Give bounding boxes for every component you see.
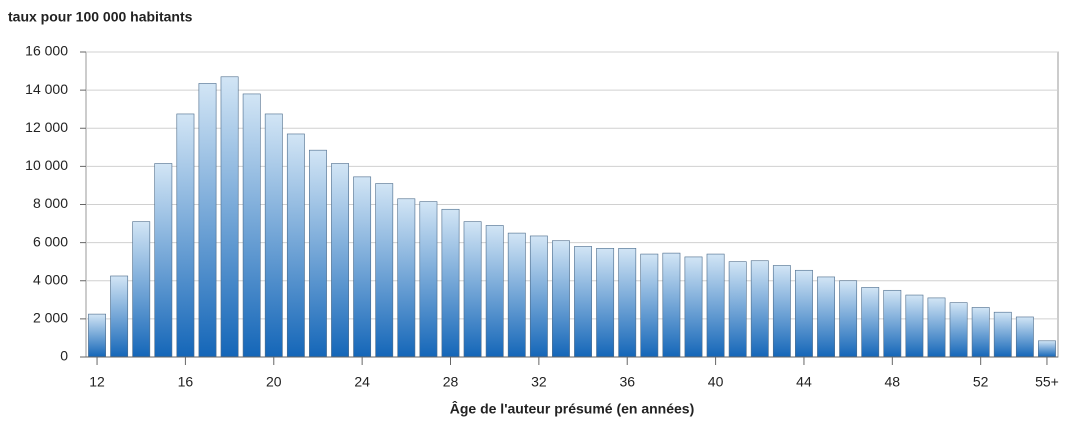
bar [706, 253, 725, 358]
x-tick-label: 40 [708, 374, 724, 390]
bar [618, 248, 637, 358]
chart-title: taux pour 100 000 habitants [8, 9, 193, 25]
bar [883, 289, 902, 358]
bar [286, 133, 305, 358]
bar [1015, 316, 1034, 358]
y-tick-label: 10 000 [25, 157, 68, 173]
bar [772, 265, 791, 358]
x-tick-label: 32 [531, 374, 547, 390]
bar [264, 113, 283, 358]
x-tick-label: 28 [443, 374, 459, 390]
bar [529, 235, 548, 358]
y-tick-label: 0 [60, 348, 68, 364]
bar [242, 93, 261, 358]
x-axis-label: Âge de l'auteur présumé (en années) [450, 400, 695, 417]
x-tick-label: 12 [89, 374, 105, 390]
bar [375, 183, 394, 358]
bar [463, 221, 482, 358]
y-tick-label: 4 000 [33, 271, 68, 287]
bar [861, 287, 880, 358]
bar [927, 297, 946, 358]
x-tick-label: 55+ [1035, 374, 1059, 390]
y-tick-label: 2 000 [33, 310, 68, 326]
bar [220, 76, 239, 358]
x-tick-label: 36 [619, 374, 635, 390]
x-tick-label: 20 [266, 374, 282, 390]
bar [993, 311, 1012, 358]
bar [485, 225, 504, 358]
bar [640, 253, 659, 358]
bar [662, 252, 681, 358]
bar [88, 313, 106, 358]
bar [419, 201, 438, 358]
x-tick-label: 52 [973, 374, 989, 390]
bar [1038, 340, 1056, 358]
y-tick-label: 12 000 [25, 119, 68, 135]
bar [596, 248, 615, 358]
x-tick-label: 48 [885, 374, 901, 390]
bar [684, 256, 703, 358]
bar [817, 276, 835, 358]
bar [574, 246, 592, 358]
y-tick-label: 14 000 [25, 81, 68, 97]
x-tick-label: 24 [354, 374, 370, 390]
bar [750, 260, 769, 358]
y-tick-label: 16 000 [25, 43, 68, 59]
bar [949, 302, 968, 358]
bar [176, 113, 195, 358]
bar [971, 307, 990, 358]
bar [309, 149, 327, 358]
bar [132, 221, 151, 358]
bar [331, 163, 349, 358]
y-tick-label: 8 000 [33, 195, 68, 211]
bar [441, 208, 460, 358]
bar [198, 83, 217, 358]
x-tick-label: 44 [796, 374, 812, 390]
y-tick-label: 6 000 [33, 233, 68, 249]
bar [905, 294, 924, 358]
bar [795, 269, 813, 358]
bar [839, 280, 858, 358]
bar [353, 176, 372, 358]
bar [110, 275, 129, 358]
bar [552, 240, 570, 358]
bar [397, 198, 416, 358]
x-tick-label: 16 [178, 374, 194, 390]
bar [154, 163, 173, 358]
bar [507, 232, 526, 358]
bar [728, 261, 747, 358]
